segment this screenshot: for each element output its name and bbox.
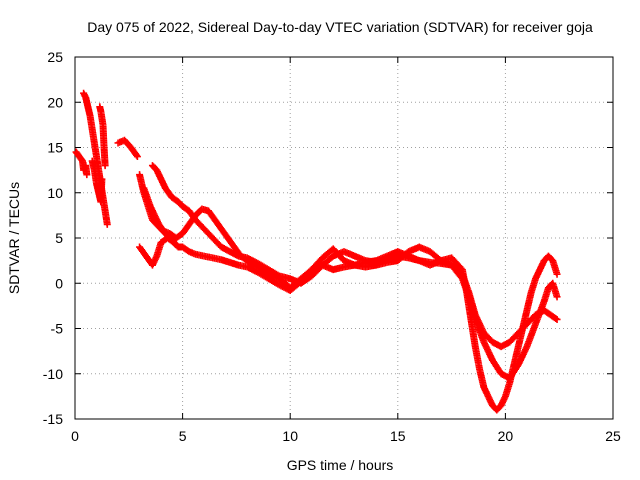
x-tick-label: 10 bbox=[282, 428, 298, 444]
y-tick-label: 0 bbox=[55, 275, 63, 291]
y-tick-label: 25 bbox=[47, 49, 63, 65]
data-point bbox=[132, 151, 140, 159]
y-tick-label: -5 bbox=[51, 321, 64, 337]
x-axis-label: GPS time / hours bbox=[287, 457, 394, 473]
axis-ticks bbox=[74, 56, 614, 420]
data-point bbox=[552, 315, 560, 323]
data-point bbox=[133, 153, 141, 161]
data-point bbox=[553, 315, 561, 323]
chart-title: Day 075 of 2022, Sidereal Day-to-day VTE… bbox=[87, 19, 593, 35]
data-points bbox=[72, 89, 561, 414]
series-track-a bbox=[72, 148, 91, 179]
data-point bbox=[103, 220, 111, 228]
series-track-c bbox=[88, 157, 106, 206]
data-point bbox=[174, 243, 182, 251]
series-track-d bbox=[96, 103, 109, 170]
series-track-h bbox=[140, 184, 561, 351]
data-point bbox=[553, 293, 561, 301]
x-tick-label: 20 bbox=[498, 428, 514, 444]
series-track-i bbox=[136, 234, 182, 269]
data-point bbox=[173, 242, 181, 250]
x-tick-labels: 0 5 10 15 20 25 bbox=[71, 428, 621, 444]
y-tick-label: 20 bbox=[47, 94, 63, 110]
series-track-e bbox=[114, 136, 141, 161]
y-tick-labels: -15 -10 -5 0 5 10 15 20 25 bbox=[43, 49, 63, 427]
x-tick-label: 5 bbox=[179, 428, 187, 444]
y-tick-label: 15 bbox=[47, 140, 63, 156]
y-tick-label: -10 bbox=[43, 366, 63, 382]
x-tick-label: 0 bbox=[71, 428, 79, 444]
data-point bbox=[101, 162, 109, 170]
data-point bbox=[83, 171, 91, 179]
y-tick-label: 10 bbox=[47, 185, 63, 201]
x-tick-label: 25 bbox=[605, 428, 621, 444]
y-tick-label: -15 bbox=[43, 411, 63, 427]
x-tick-label: 15 bbox=[390, 428, 406, 444]
data-point bbox=[553, 270, 561, 278]
y-tick-label: 5 bbox=[55, 230, 63, 246]
data-point bbox=[98, 175, 106, 183]
y-axis-label: SDTVAR / TECUs bbox=[6, 182, 22, 294]
grid-lines bbox=[75, 57, 613, 419]
